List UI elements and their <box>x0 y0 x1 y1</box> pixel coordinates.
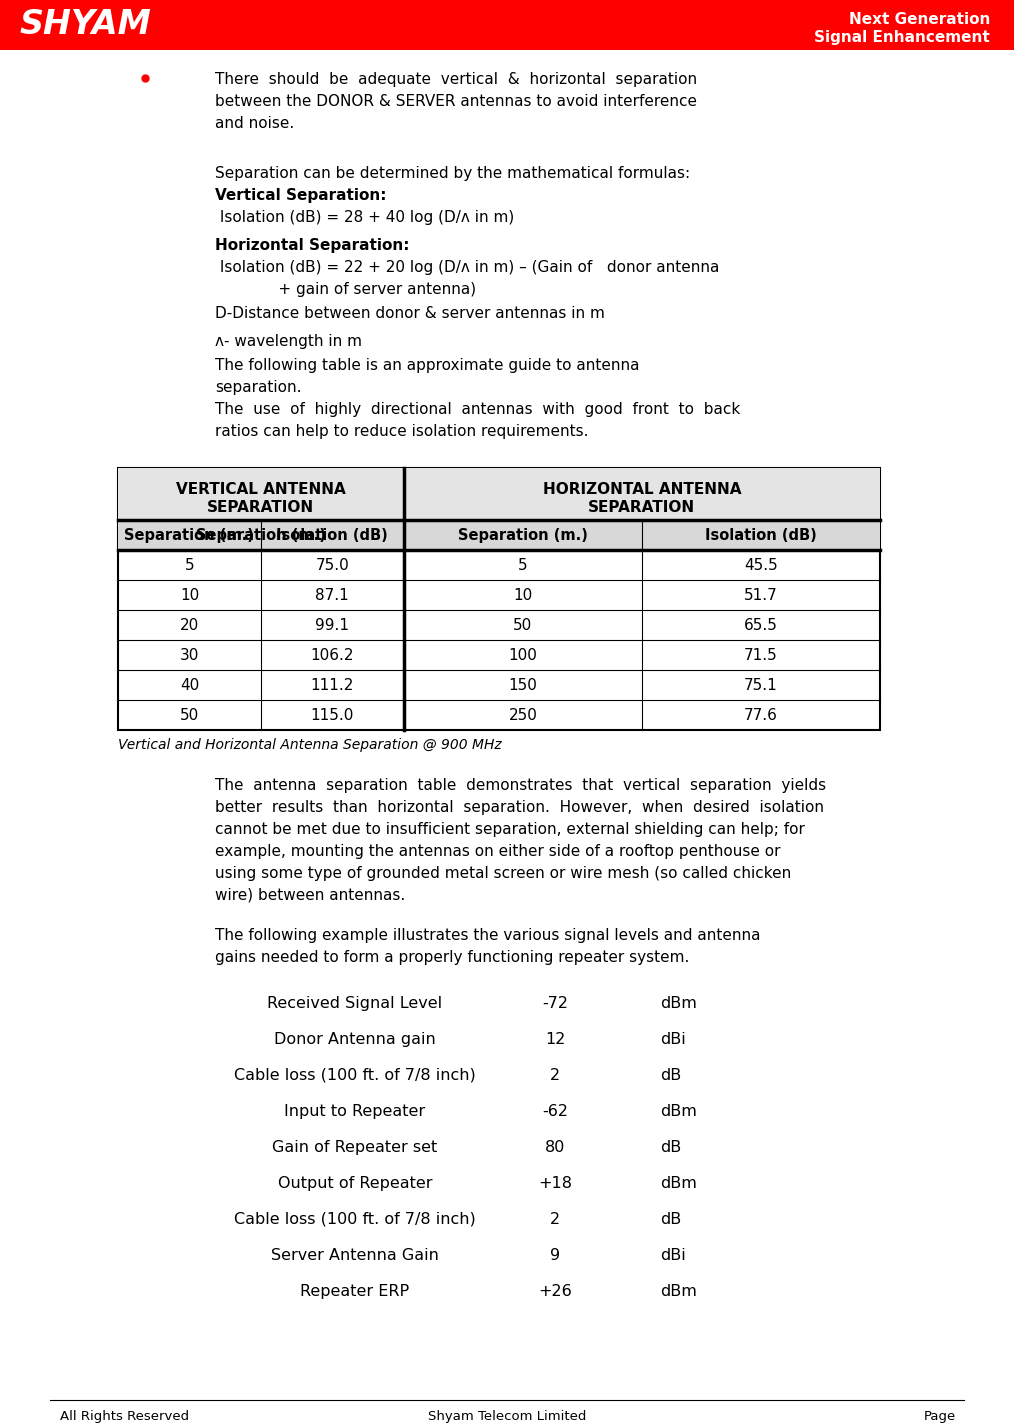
Text: 10: 10 <box>179 588 199 603</box>
Text: D-Distance between donor & server antennas in m: D-Distance between donor & server antenn… <box>215 307 605 321</box>
Text: Donor Antenna gain: Donor Antenna gain <box>274 1032 436 1047</box>
Text: Received Signal Level: Received Signal Level <box>268 995 442 1011</box>
Text: 12: 12 <box>545 1032 565 1047</box>
Text: 111.2: 111.2 <box>310 677 354 693</box>
Text: and noise.: and noise. <box>215 116 294 131</box>
Text: The  use  of  highly  directional  antennas  with  good  front  to  back: The use of highly directional antennas w… <box>215 402 740 416</box>
Text: Next Generation: Next Generation <box>849 11 990 27</box>
Text: 250: 250 <box>508 707 537 723</box>
Text: 77.6: 77.6 <box>744 707 778 723</box>
Text: dBm: dBm <box>660 1176 697 1191</box>
Bar <box>0 0 1014 50</box>
Text: Shyam Telecom Limited: Shyam Telecom Limited <box>428 1410 586 1423</box>
Text: 150: 150 <box>508 677 537 693</box>
Text: -72: -72 <box>542 995 568 1011</box>
Text: -62: -62 <box>542 1104 568 1119</box>
Text: Separation (m.): Separation (m.) <box>125 528 255 543</box>
Text: 80: 80 <box>545 1139 565 1155</box>
Text: The  antenna  separation  table  demonstrates  that  vertical  separation  yield: The antenna separation table demonstrate… <box>215 779 826 793</box>
Text: Signal Enhancement: Signal Enhancement <box>814 30 990 46</box>
Text: + gain of server antenna): + gain of server antenna) <box>215 282 477 297</box>
Text: 9: 9 <box>550 1248 560 1263</box>
Text: SEPARATION: SEPARATION <box>207 501 314 515</box>
Text: Input to Repeater: Input to Repeater <box>285 1104 426 1119</box>
Text: ʌ- wavelength in m: ʌ- wavelength in m <box>215 334 362 349</box>
Text: dBi: dBi <box>660 1248 685 1263</box>
Text: dB: dB <box>660 1212 681 1226</box>
Text: 40: 40 <box>179 677 199 693</box>
Text: cannot be met due to insufficient separation, external shielding can help; for: cannot be met due to insufficient separa… <box>215 821 805 837</box>
Text: +18: +18 <box>538 1176 572 1191</box>
Text: Page: Page <box>924 1410 956 1423</box>
Text: HORIZONTAL ANTENNA: HORIZONTAL ANTENNA <box>542 482 741 498</box>
Text: wire) between antennas.: wire) between antennas. <box>215 888 406 903</box>
Text: dB: dB <box>660 1068 681 1082</box>
Text: gains needed to form a properly functioning repeater system.: gains needed to form a properly function… <box>215 950 690 965</box>
Text: 50: 50 <box>513 617 532 633</box>
Text: dBm: dBm <box>660 1104 697 1119</box>
Text: Output of Repeater: Output of Repeater <box>278 1176 432 1191</box>
Text: Cable loss (100 ft. of 7/8 inch): Cable loss (100 ft. of 7/8 inch) <box>234 1068 476 1082</box>
Text: Repeater ERP: Repeater ERP <box>300 1283 410 1299</box>
Text: 100: 100 <box>508 647 537 663</box>
Text: 99.1: 99.1 <box>315 617 349 633</box>
Text: between the DONOR & SERVER antennas to avoid interference: between the DONOR & SERVER antennas to a… <box>215 94 697 108</box>
Text: Isolation (dB): Isolation (dB) <box>277 528 388 543</box>
Bar <box>404 468 880 520</box>
Text: 51.7: 51.7 <box>744 588 778 603</box>
Text: dBi: dBi <box>660 1032 685 1047</box>
Text: Isolation (dB) = 22 + 20 log (D/ʌ in m) – (Gain of   donor antenna: Isolation (dB) = 22 + 20 log (D/ʌ in m) … <box>215 260 719 275</box>
Text: 45.5: 45.5 <box>744 558 778 572</box>
Text: 75.0: 75.0 <box>315 558 349 572</box>
Bar <box>404 520 880 550</box>
Text: Vertical and Horizontal Antenna Separation @ 900 MHz: Vertical and Horizontal Antenna Separati… <box>118 739 502 752</box>
Text: 5: 5 <box>518 558 527 572</box>
Text: ratios can help to reduce isolation requirements.: ratios can help to reduce isolation requ… <box>215 424 588 439</box>
Text: separation.: separation. <box>215 379 301 395</box>
Text: 75.1: 75.1 <box>744 677 778 693</box>
Text: 115.0: 115.0 <box>310 707 354 723</box>
Text: Isolation (dB): Isolation (dB) <box>705 528 817 543</box>
Text: Server Antenna Gain: Server Antenna Gain <box>271 1248 439 1263</box>
Text: The following table is an approximate guide to antenna: The following table is an approximate gu… <box>215 358 640 374</box>
Text: Isolation (dB) = 28 + 40 log (D/ʌ in m): Isolation (dB) = 28 + 40 log (D/ʌ in m) <box>215 210 514 225</box>
Text: Separation can be determined by the mathematical formulas:: Separation can be determined by the math… <box>215 165 691 181</box>
Text: dBm: dBm <box>660 995 697 1011</box>
Text: SEPARATION: SEPARATION <box>588 501 696 515</box>
Text: All Rights Reserved: All Rights Reserved <box>60 1410 190 1423</box>
Text: Separation (m.): Separation (m.) <box>196 528 325 543</box>
Text: using some type of grounded metal screen or wire mesh (so called chicken: using some type of grounded metal screen… <box>215 866 791 881</box>
Text: 65.5: 65.5 <box>744 617 778 633</box>
Text: 87.1: 87.1 <box>315 588 349 603</box>
Text: better  results  than  horizontal  separation.  However,  when  desired  isolati: better results than horizontal separatio… <box>215 800 824 816</box>
Bar <box>118 520 404 550</box>
Text: Gain of Repeater set: Gain of Repeater set <box>273 1139 438 1155</box>
Text: 106.2: 106.2 <box>310 647 354 663</box>
Text: VERTICAL ANTENNA: VERTICAL ANTENNA <box>176 482 346 498</box>
Text: Separation (m.): Separation (m.) <box>458 528 588 543</box>
Bar <box>118 468 880 730</box>
Text: 2: 2 <box>550 1068 560 1082</box>
Text: Vertical Separation:: Vertical Separation: <box>215 188 386 202</box>
Text: Cable loss (100 ft. of 7/8 inch): Cable loss (100 ft. of 7/8 inch) <box>234 1212 476 1226</box>
Text: 2: 2 <box>550 1212 560 1226</box>
Text: 5: 5 <box>185 558 195 572</box>
Text: 50: 50 <box>179 707 199 723</box>
Bar <box>118 468 404 520</box>
Text: Horizontal Separation:: Horizontal Separation: <box>215 238 410 252</box>
Text: 10: 10 <box>513 588 532 603</box>
Text: 30: 30 <box>179 647 199 663</box>
Text: dB: dB <box>660 1139 681 1155</box>
Text: dBm: dBm <box>660 1283 697 1299</box>
Text: +26: +26 <box>538 1283 572 1299</box>
Text: The following example illustrates the various signal levels and antenna: The following example illustrates the va… <box>215 928 760 943</box>
Text: example, mounting the antennas on either side of a rooftop penthouse or: example, mounting the antennas on either… <box>215 844 781 858</box>
Text: 71.5: 71.5 <box>744 647 778 663</box>
Text: There  should  be  adequate  vertical  &  horizontal  separation: There should be adequate vertical & hori… <box>215 71 698 87</box>
Text: SHYAM: SHYAM <box>20 9 152 41</box>
Text: 20: 20 <box>179 617 199 633</box>
